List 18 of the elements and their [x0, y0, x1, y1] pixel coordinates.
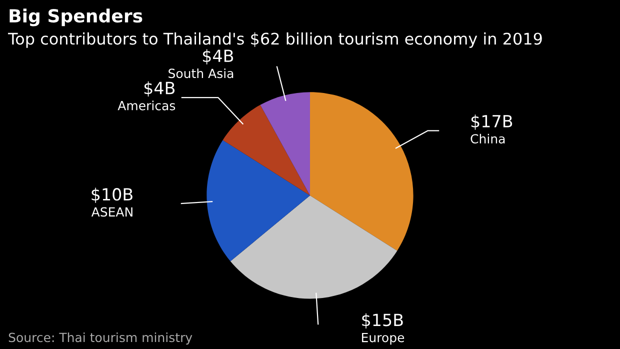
slice-label: Europe — [362, 332, 404, 345]
data-label: $15B — [362, 313, 403, 328]
chart-subtitle: Top contributors to Thailand's $62 billion tourism economy in 2019 — [8, 32, 542, 48]
pie-slice — [310, 92, 414, 251]
slice-label: South Asia — [168, 68, 234, 78]
data-label: $10B — [92, 188, 132, 203]
slice-label: Americas — [118, 100, 176, 110]
source-note: Source: Thai tourism ministry — [8, 332, 192, 345]
chart-title: Big Spenders — [10, 8, 142, 26]
data-label: $17B — [471, 114, 512, 130]
pie-slice — [230, 195, 398, 299]
pie-slice — [260, 92, 310, 196]
pie-slice — [206, 140, 310, 262]
data-label: $4B — [144, 81, 175, 97]
slice-label: China — [470, 134, 505, 144]
data-label: $4B — [202, 49, 234, 64]
slice-label: ASEAN — [91, 207, 132, 217]
pie-slice — [222, 104, 310, 196]
